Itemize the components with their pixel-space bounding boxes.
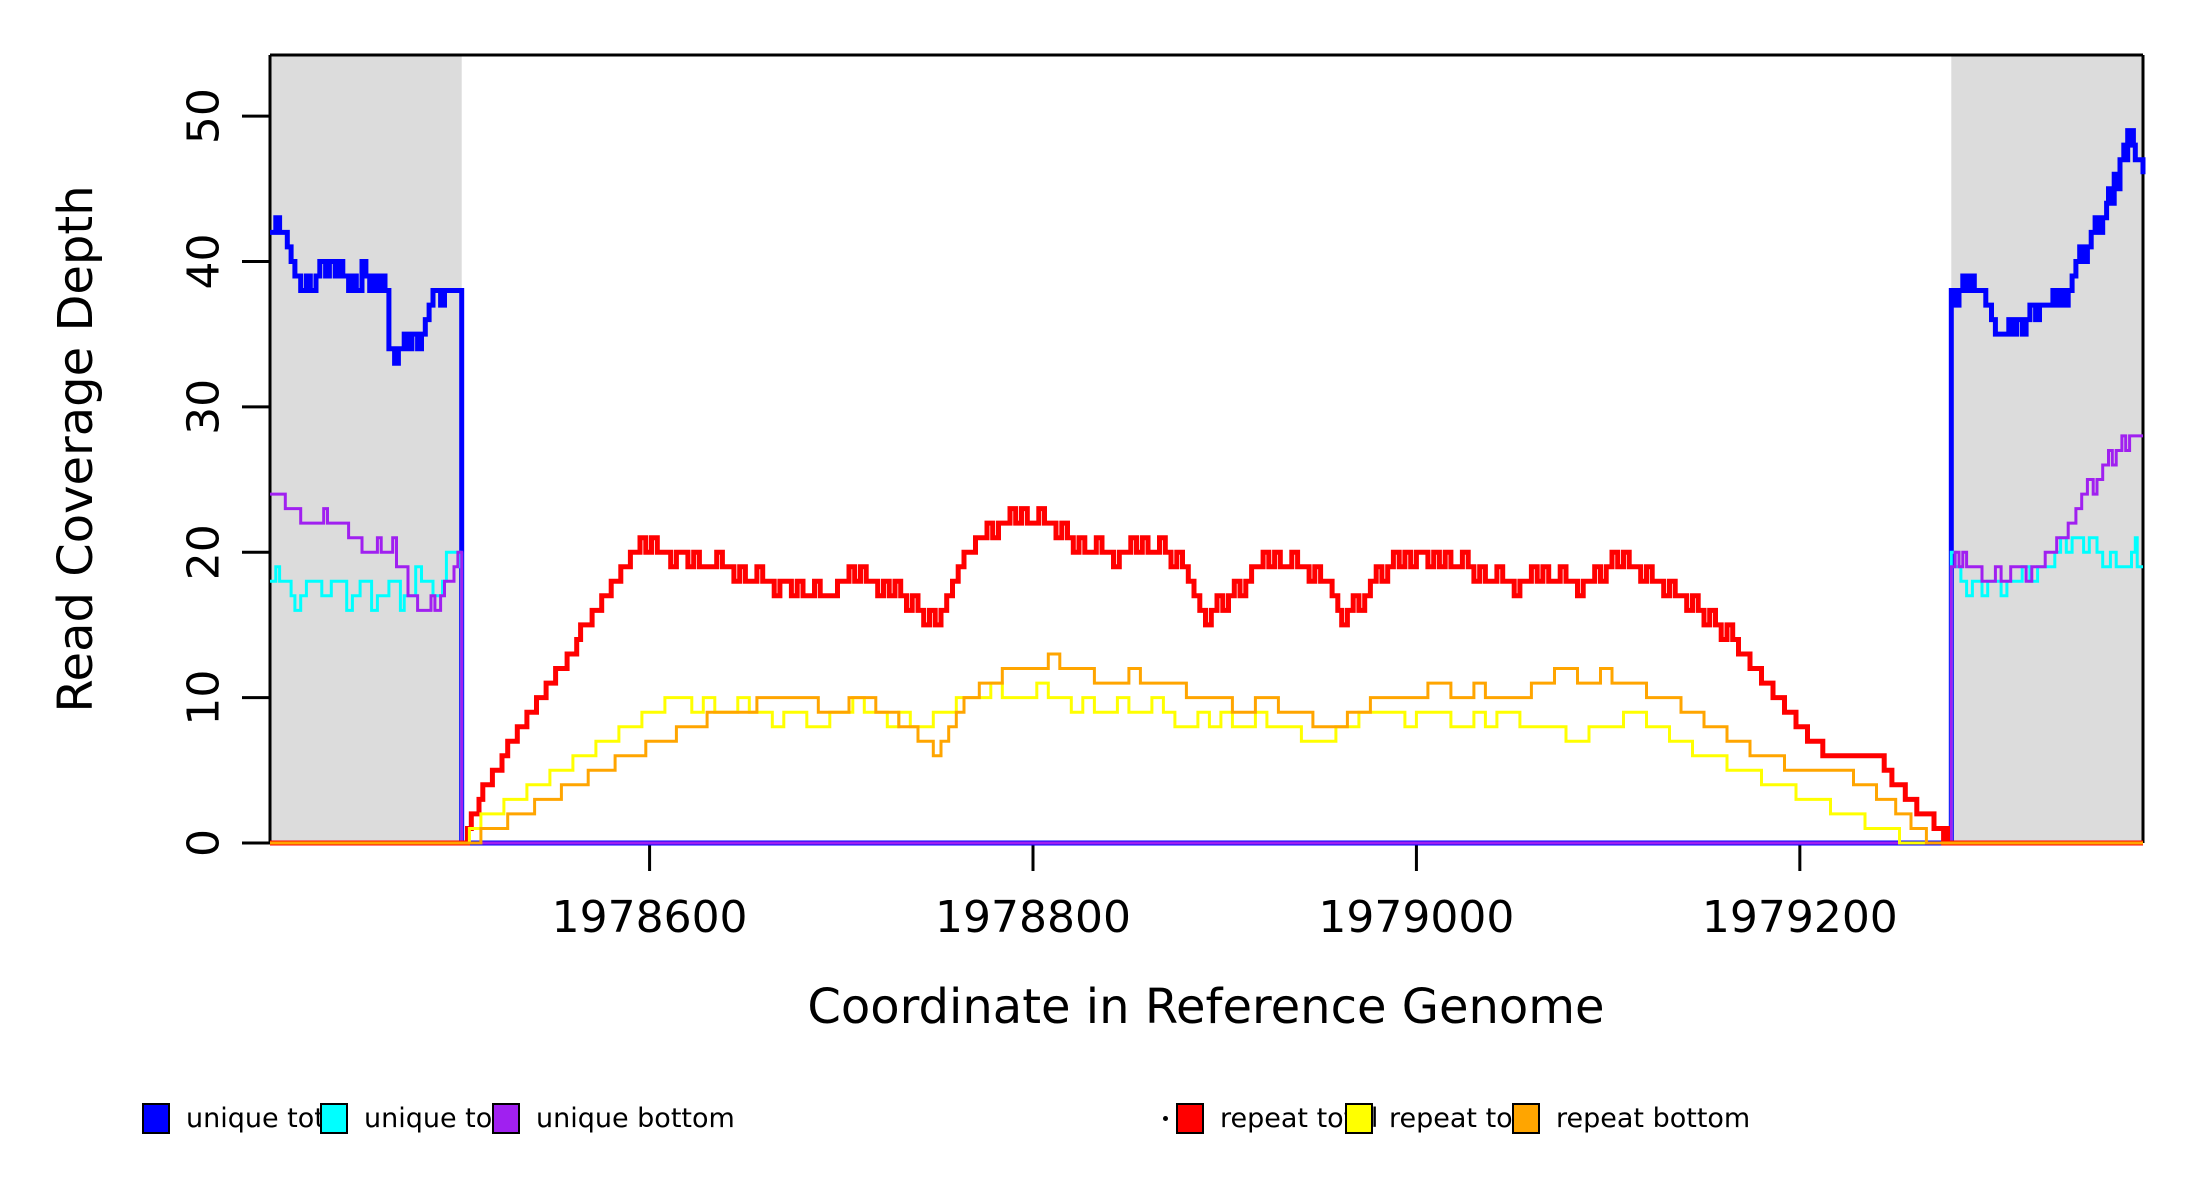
series-line-unique-total bbox=[270, 128, 2146, 846]
y-tick-label: 20 bbox=[178, 524, 229, 580]
series-line-repeat-bottom bbox=[270, 652, 2143, 845]
y-tick-label: 0 bbox=[178, 829, 229, 857]
y-tick-label: 40 bbox=[178, 233, 229, 289]
y-tick-label: 10 bbox=[178, 670, 229, 726]
y-axis-title: Read Coverage Depth bbox=[48, 185, 104, 713]
y-tick-label: 30 bbox=[178, 379, 229, 435]
legend-item-unique-top: unique top bbox=[320, 1096, 509, 1140]
series-line-unique-bottom bbox=[270, 434, 2143, 845]
shaded-flank-regions bbox=[270, 55, 2143, 843]
y-tick-label: 50 bbox=[178, 88, 229, 144]
left-flank-band bbox=[270, 55, 462, 843]
legend-swatch-unique-top bbox=[320, 1102, 348, 1134]
legend-swatch-repeat-bottom bbox=[1512, 1102, 1540, 1134]
series-line-repeat-top bbox=[270, 681, 2143, 845]
legend-item-unique-bottom: unique bottom bbox=[492, 1096, 735, 1140]
series-line-unique-top bbox=[270, 536, 2143, 845]
x-tick-label: 1979200 bbox=[1702, 892, 1898, 943]
legend-item-repeat-bottom: repeat bottom bbox=[1512, 1096, 1750, 1140]
legend-swatch-repeat-top bbox=[1345, 1102, 1373, 1134]
legend-label: unique bottom bbox=[536, 1102, 735, 1134]
y-axis: 0 10 20 30 40 50 bbox=[178, 88, 270, 857]
series-lines bbox=[270, 128, 2146, 846]
stray-point-artifact bbox=[1163, 1116, 1168, 1121]
legend-swatch-unique-total bbox=[142, 1102, 170, 1134]
legend-swatch-repeat-total bbox=[1176, 1102, 1204, 1134]
legend-item-unique-total: unique total bbox=[142, 1096, 349, 1140]
legend-label: repeat top bbox=[1389, 1102, 1530, 1134]
legend-label: repeat bottom bbox=[1556, 1102, 1751, 1134]
x-axis: 1978600 1978800 1979000 1979200 bbox=[552, 843, 1898, 943]
x-axis-title: Coordinate in Reference Genome bbox=[807, 979, 1605, 1035]
x-tick-label: 1979000 bbox=[1318, 892, 1514, 943]
legend-label: unique top bbox=[364, 1102, 510, 1134]
series-line-repeat-total bbox=[270, 506, 2143, 846]
legend: unique total unique top unique bottom re… bbox=[0, 1096, 2200, 1144]
x-tick-label: 1978800 bbox=[935, 892, 1131, 943]
legend-item-repeat-top: repeat top bbox=[1345, 1096, 1530, 1140]
x-tick-label: 1978600 bbox=[552, 892, 748, 943]
plot-box bbox=[268, 53, 2145, 845]
legend-swatch-unique-bottom bbox=[492, 1102, 520, 1134]
